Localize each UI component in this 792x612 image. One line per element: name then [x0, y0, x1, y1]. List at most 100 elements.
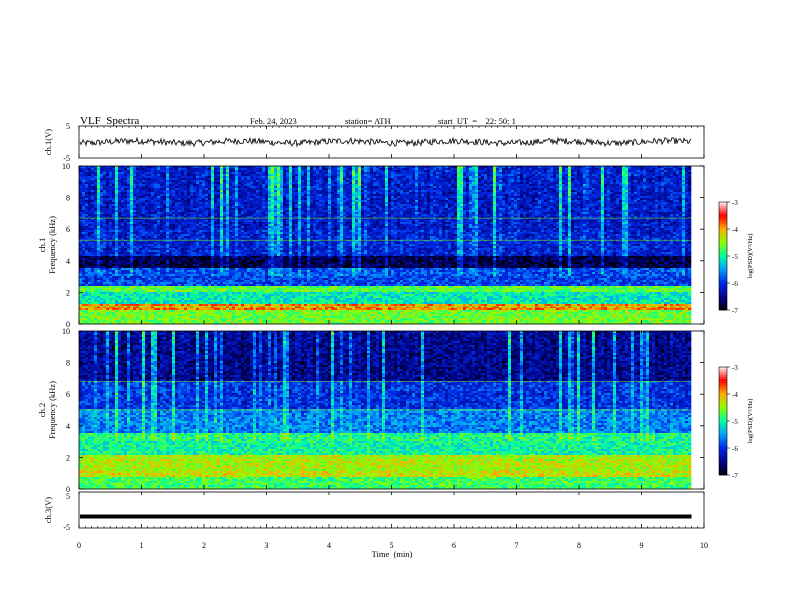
spectrogram-cell	[193, 282, 197, 285]
spectrogram-cell	[181, 294, 185, 297]
spectrogram-cell	[88, 198, 92, 201]
spectrogram-cell	[232, 268, 236, 271]
spectrogram-cell	[265, 228, 269, 231]
spectrogram-cell	[169, 258, 173, 261]
spectrogram-cell	[151, 192, 155, 195]
spectrogram-cell	[250, 196, 254, 199]
spectrogram-cell	[202, 218, 206, 221]
spectrogram-cell	[184, 166, 188, 169]
spectrogram-cell	[115, 268, 119, 271]
spectrogram-cell	[265, 310, 269, 313]
spectrogram-cell	[106, 308, 110, 311]
spectrogram-cell	[142, 202, 146, 205]
spectrogram-cell	[133, 170, 137, 173]
spectrogram-cell	[82, 202, 86, 205]
spectrogram-cell	[211, 234, 215, 237]
spectrogram-cell	[259, 262, 263, 265]
spectrogram-cell	[130, 224, 134, 227]
spectrogram-cell	[160, 228, 164, 231]
spectrogram-cell	[109, 232, 113, 235]
spectrogram-cell	[208, 272, 212, 275]
spectrogram-cell	[184, 220, 188, 223]
spectrogram-cell	[157, 248, 161, 251]
spectrogram-cell	[166, 248, 170, 251]
spectrogram-cell	[130, 284, 134, 287]
spectrogram-cell	[175, 200, 179, 203]
spectrogram-cell	[175, 228, 179, 231]
spectrogram-cell	[136, 258, 140, 261]
spectrogram-cell	[82, 296, 86, 299]
spectrogram-cell	[172, 298, 176, 301]
spectrogram-cell	[178, 210, 182, 213]
spectrogram-cell	[79, 222, 83, 225]
spectrogram-cell	[181, 320, 185, 323]
spectrogram-cell	[262, 226, 266, 229]
spectrogram-cell	[133, 260, 137, 263]
spectrogram-cell	[232, 170, 236, 173]
spectrogram-cell	[196, 186, 200, 189]
spectrogram-cell	[217, 252, 221, 255]
spectrogram-cell	[169, 224, 173, 227]
spectrogram-cell	[136, 300, 140, 303]
spectrogram-cell	[157, 254, 161, 257]
spectrogram-cell	[259, 276, 263, 279]
spectrogram-cell	[220, 308, 224, 311]
spectrogram-cell	[106, 296, 110, 299]
spectrogram-cell	[196, 174, 200, 177]
spectrogram-cell	[178, 228, 182, 231]
spectrogram-cell	[262, 182, 266, 185]
spectrogram-cell	[115, 228, 119, 231]
spectrogram-cell	[250, 168, 254, 171]
spectrogram-cell	[118, 170, 122, 173]
spectrogram-cell	[166, 314, 170, 317]
spectrogram-cell	[238, 180, 242, 183]
spectrogram-cell	[232, 292, 236, 295]
spectrogram-cell	[214, 230, 218, 233]
spectrogram-cell	[85, 216, 89, 219]
spectrogram-cell	[187, 250, 191, 253]
spectrogram-cell	[157, 210, 161, 213]
spectrogram-cell	[193, 262, 197, 265]
spectrogram-cell	[235, 230, 239, 233]
spectrogram-cell	[103, 304, 107, 307]
spectrogram-cell	[208, 298, 212, 301]
spectrogram-cell	[259, 258, 263, 261]
spectrogram-cell	[208, 168, 212, 171]
spectrogram-cell	[88, 170, 92, 173]
spectrogram-cell	[226, 300, 230, 303]
spectrogram-cell	[241, 254, 245, 257]
spectrogram-cell	[241, 218, 245, 221]
spectrogram-cell	[166, 232, 170, 235]
spectrogram-cell	[175, 294, 179, 297]
spectrogram-cell	[160, 310, 164, 313]
spectrogram-cell	[94, 304, 98, 307]
spectrogram-cell	[226, 216, 230, 219]
spectrogram-cell	[187, 254, 191, 257]
spectrogram-cell	[184, 270, 188, 273]
spectrogram-cell	[91, 258, 95, 261]
spectrogram-cell	[157, 292, 161, 295]
spectrogram-cell	[223, 304, 227, 307]
spectrogram-cell	[160, 190, 164, 193]
spectrogram-cell	[241, 234, 245, 237]
spectrogram-cell	[88, 250, 92, 253]
spectrogram-cell	[247, 200, 251, 203]
spectrogram-cell	[208, 174, 212, 177]
spectrogram-cell	[172, 278, 176, 281]
spectrogram-cell	[259, 290, 263, 293]
spectrogram-cell	[97, 198, 101, 201]
spectrogram-cell	[223, 284, 227, 287]
spectrogram-cell	[106, 240, 110, 243]
spectrogram-cell	[121, 188, 125, 191]
spectrogram-cell	[265, 168, 269, 171]
spectrogram-cell	[181, 304, 185, 307]
spectrogram-cell	[256, 240, 260, 243]
spectrogram-cell	[199, 298, 203, 301]
spectrogram-cell	[208, 260, 212, 263]
spectrogram-cell	[241, 182, 245, 185]
spectrogram-cell	[196, 206, 200, 209]
spectrogram-cell	[133, 224, 137, 227]
spectrogram-cell	[97, 248, 101, 251]
spectrogram-cell	[223, 252, 227, 255]
spectrogram-cell	[85, 292, 89, 295]
